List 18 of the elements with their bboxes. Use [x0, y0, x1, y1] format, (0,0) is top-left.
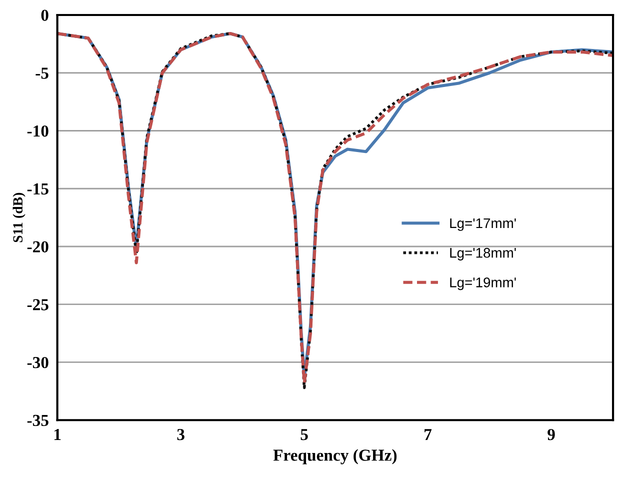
legend-label: Lg='18mm': [450, 248, 516, 260]
x-tick-label: 1: [54, 429, 61, 440]
y-tick-label: -5: [36, 68, 48, 79]
x-axis-title: Frequency (GHz): [273, 449, 397, 464]
x-tick-label: 5: [300, 429, 308, 440]
y-axis-title: S11 (dB): [12, 192, 26, 242]
y-tick-label: -15: [27, 183, 48, 195]
y-tick-label: -10: [27, 125, 48, 137]
y-tick-label: -35: [27, 414, 48, 426]
x-tick-label: 3: [177, 428, 184, 440]
y-tick-label: 0: [41, 10, 48, 21]
x-tick-label: 7: [424, 429, 432, 440]
y-tick-label: -25: [27, 299, 48, 310]
legend-label: Lg='17mm': [450, 218, 516, 231]
legend-label: Lg='19mm': [450, 278, 516, 290]
y-tick-label: -30: [27, 356, 48, 368]
y-tick-label: -20: [27, 241, 48, 252]
x-tick-label: 9: [548, 428, 555, 440]
